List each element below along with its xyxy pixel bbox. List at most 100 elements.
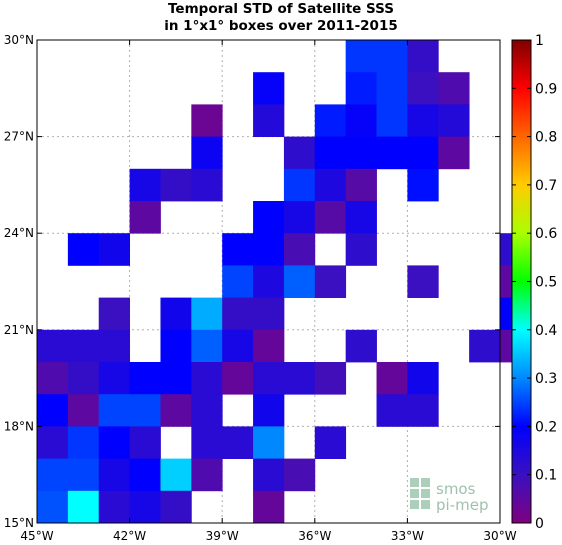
heatmap-cell — [376, 104, 408, 137]
x-tick-label: 45°W — [20, 529, 53, 543]
heatmap-cell — [98, 233, 130, 266]
heatmap-cell — [407, 136, 439, 170]
heatmap-cell — [253, 490, 285, 524]
heatmap-cell — [98, 329, 130, 363]
x-tick-label: 39°W — [206, 529, 239, 543]
heatmap-cell — [345, 72, 377, 105]
logo-block — [410, 478, 419, 487]
heatmap-cell — [37, 426, 69, 459]
heatmap-cell — [345, 329, 377, 363]
heatmap-cell — [191, 329, 223, 363]
heatmap-cell — [253, 458, 285, 492]
heatmap-cell — [314, 104, 347, 137]
heatmap-cell — [98, 297, 130, 331]
heatmap-cell — [253, 329, 285, 363]
heatmap-cell — [222, 265, 254, 298]
heatmap-cell — [160, 458, 192, 492]
logo-block — [421, 489, 430, 498]
heatmap-cell — [37, 490, 69, 524]
heatmap-cell — [376, 136, 408, 170]
heatmap-cell — [314, 201, 347, 234]
logo-text-smos: smos — [436, 480, 476, 498]
heatmap-cell — [253, 201, 285, 234]
heatmap-cell — [283, 233, 316, 266]
colorbar-tick-label: 1 — [535, 33, 544, 49]
heatmap-cell — [314, 136, 347, 170]
colorbar-tick-label: 0.8 — [535, 130, 557, 146]
heatmap-cell — [283, 265, 316, 298]
colorbar-tick-label: 0.5 — [535, 275, 557, 291]
heatmap-cell — [67, 458, 100, 492]
heatmap-cell — [345, 233, 377, 266]
heatmap-cell — [345, 201, 377, 234]
heatmap-cell — [37, 362, 69, 395]
heatmap-cell — [253, 265, 285, 298]
heatmap-cell — [191, 458, 223, 492]
logo-block — [421, 500, 430, 509]
logo-block — [410, 489, 419, 498]
heatmap-cell — [67, 329, 100, 363]
heatmap-cell — [129, 362, 161, 395]
heatmap-cell — [191, 297, 223, 331]
y-tick-label: 21°N — [4, 323, 34, 337]
heatmap-cell — [253, 297, 285, 331]
colorbar-tick-label: 0.2 — [535, 419, 557, 435]
y-tick-label: 27°N — [4, 130, 34, 144]
y-axis-tick-labels: 15°N 18°N 21°N 24°N 27°N 30°N — [4, 33, 34, 530]
heatmap-cell — [407, 394, 439, 427]
chart-subtitle: in 1°x1° boxes over 2011-2015 — [164, 18, 398, 34]
heatmap-cell — [376, 394, 408, 427]
colorbar-tick-labels: 0 0.1 0.2 0.3 0.4 0.5 0.6 0.7 0.8 0.9 1 — [512, 33, 557, 532]
heatmap-cell — [283, 168, 316, 202]
heatmap-cell — [98, 426, 130, 459]
heatmap-cell — [191, 394, 223, 427]
colorbar-tick-label: 0.9 — [535, 81, 557, 97]
heatmap-cell — [283, 362, 316, 395]
heatmap-cell — [376, 362, 408, 395]
x-tick-label: 36°W — [298, 529, 331, 543]
heatmap-cell — [407, 40, 439, 73]
heatmap-cell — [129, 394, 161, 427]
heatmap-cell — [191, 426, 223, 459]
heatmap-cell — [314, 168, 347, 202]
y-tick-label: 18°N — [4, 419, 34, 433]
heatmap-cell — [160, 490, 192, 524]
heatmap-cell — [129, 168, 161, 202]
heatmap-cell — [98, 458, 130, 492]
heatmap-cell — [222, 233, 254, 266]
heatmap-cell — [283, 201, 316, 234]
heatmap-cell — [98, 394, 130, 427]
heatmap-cell — [191, 168, 223, 202]
x-tick-label: 42°W — [113, 529, 146, 543]
colorbar-tick-label: 0 — [535, 516, 544, 532]
heatmap-cell — [191, 104, 223, 137]
heatmap-cell — [67, 362, 100, 395]
heatmap-cell — [438, 136, 470, 170]
heatmap-cell — [438, 72, 470, 105]
heatmap-cell — [253, 72, 285, 105]
y-tick-label: 24°N — [4, 226, 34, 240]
heatmap-cell — [67, 490, 100, 524]
heatmap-cell — [376, 40, 408, 73]
heatmap-cell — [314, 426, 347, 459]
logo-text-pimep: pi-mep — [436, 496, 488, 514]
heatmap-cell — [469, 329, 501, 363]
heatmap-cell — [253, 394, 285, 427]
heatmap-cell — [345, 168, 377, 202]
chart-title-block: Temporal STD of Satellite SSS in 1°x1° b… — [0, 1, 562, 35]
heatmap-cell — [160, 168, 192, 202]
heatmap-cell — [253, 362, 285, 395]
colorbar-tick-label: 0.6 — [535, 226, 557, 242]
axis-ticks — [36, 39, 501, 524]
smos-pi-mep-logo: smos pi-mep — [410, 478, 488, 514]
colorbar-tick-label: 0.1 — [535, 468, 557, 484]
x-tick-label: 33°W — [391, 529, 424, 543]
logo-block — [410, 500, 419, 509]
heatmap-cell — [98, 362, 130, 395]
heatmap-cell — [283, 136, 316, 170]
colorbar-tick-label: 0.3 — [535, 371, 557, 387]
y-tick-label: 30°N — [4, 33, 34, 47]
y-tick-label: 15°N — [4, 516, 34, 530]
heatmap-cell — [407, 104, 439, 137]
